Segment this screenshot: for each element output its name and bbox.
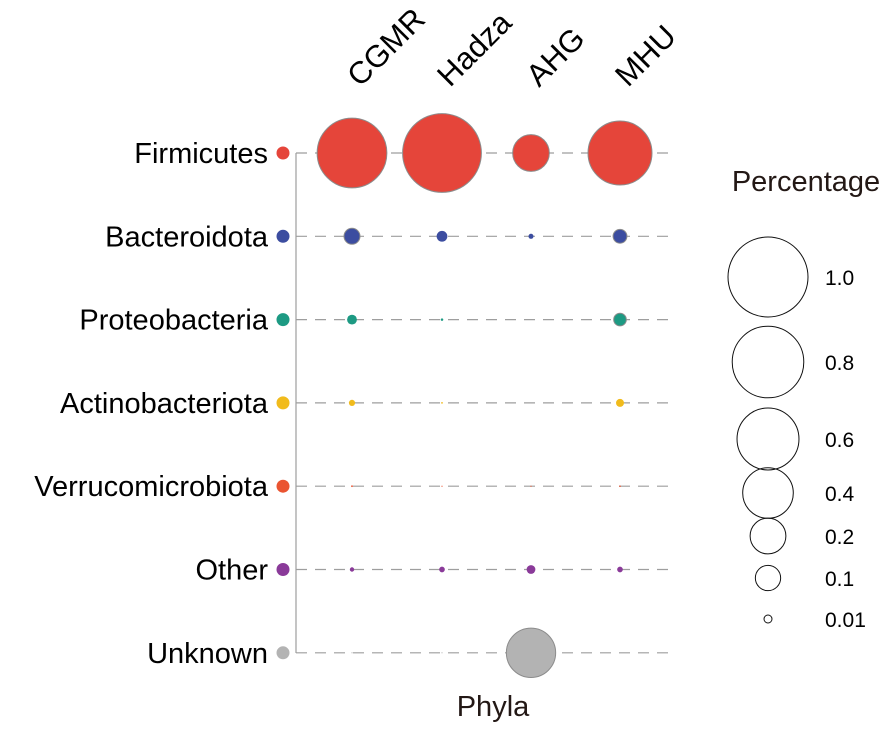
- bubble: [526, 565, 536, 574]
- bubble: [439, 566, 445, 573]
- bubble: [530, 485, 532, 487]
- size-legend-label: 0.2: [825, 526, 854, 549]
- bubble: [349, 567, 355, 572]
- bubble: [351, 485, 353, 488]
- bubble: [348, 399, 356, 406]
- row-color-dot: [276, 396, 290, 410]
- bubble: [441, 485, 443, 487]
- row-color-dot: [276, 313, 290, 327]
- size-legend-label: 0.01: [825, 609, 866, 632]
- bubble: [619, 485, 621, 488]
- bubble: [613, 312, 627, 327]
- bubble: [587, 120, 653, 186]
- size-legend-circle: [763, 614, 773, 624]
- size-legend-circle: [736, 407, 800, 471]
- size-legend-title: Percentage: [732, 166, 880, 198]
- row-label: Verrucomicrobiota: [34, 471, 269, 503]
- size-legend-circle: [754, 564, 782, 592]
- size-legend-circle: [727, 236, 809, 318]
- bubble: [512, 134, 550, 172]
- size-legend-label: 0.1: [825, 568, 854, 591]
- x-axis-title: Phyla: [457, 691, 530, 723]
- size-legend-circle: [742, 467, 794, 519]
- bubble: [441, 402, 443, 404]
- row-label: Actinobacteriota: [60, 388, 269, 420]
- row-color-dot: [276, 229, 290, 243]
- bubble: [316, 117, 388, 189]
- row-color-dot: [276, 563, 290, 576]
- column-label: MHU: [608, 18, 683, 93]
- row-color-dot: [276, 146, 290, 160]
- bubble: [351, 652, 353, 654]
- size-legend-label: 0.6: [825, 429, 854, 452]
- row-color-dot: [276, 479, 290, 493]
- row-label: Other: [195, 555, 268, 587]
- row-color-dot: [276, 646, 290, 660]
- row-color-dots: [276, 146, 290, 660]
- row-label: Unknown: [147, 638, 268, 670]
- bubble: [441, 652, 443, 654]
- column-label: AHG: [519, 21, 591, 93]
- row-labels: Firmicutes Bacteroidota Proteobacteria Acti…: [34, 138, 269, 670]
- row-label: Proteobacteria: [79, 305, 268, 337]
- size-legend: Percentage 1.0 0.8 0.6 0.4 0.2 0.1 0.01: [727, 166, 880, 632]
- size-legend-label: 0.4: [825, 483, 855, 506]
- bubble: [617, 566, 623, 573]
- row-label: Firmicutes: [134, 138, 268, 170]
- bubble: [402, 113, 482, 193]
- size-legend-circle: [749, 517, 787, 555]
- bubble: [528, 233, 534, 239]
- bubble: [616, 398, 624, 407]
- row-label: Bacteroidota: [105, 221, 269, 253]
- bubble: [612, 228, 628, 244]
- bubble: [347, 314, 357, 325]
- bubble: [436, 230, 448, 242]
- bubble: [343, 227, 361, 245]
- size-legend-label: 0.8: [825, 352, 854, 375]
- column-label: CGMR: [340, 1, 432, 93]
- bubbles: [316, 113, 653, 678]
- column-label: Hadza: [430, 4, 519, 93]
- size-legend-circle: [731, 325, 805, 399]
- bubble: [505, 627, 557, 678]
- size-legend-label: 1.0: [825, 267, 854, 290]
- bubble: [440, 318, 444, 321]
